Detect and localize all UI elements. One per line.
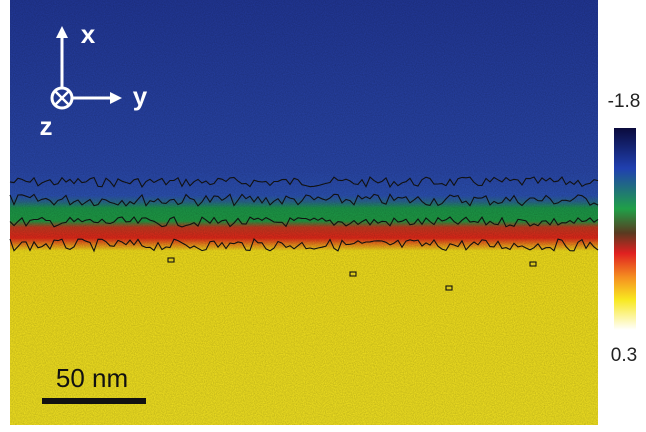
axes-icon — [50, 26, 122, 110]
contour-island — [349, 271, 357, 277]
contour — [9, 193, 599, 207]
colorbar-top-label: -1.8 — [608, 91, 641, 112]
colorbar-bottom-label: 0.3 — [611, 345, 637, 366]
contour — [9, 216, 599, 228]
axis-y-label: y — [133, 81, 148, 111]
scale-bar — [42, 398, 146, 404]
map-noise — [10, 0, 598, 425]
axis-z-label: z — [40, 111, 53, 141]
colorbar — [614, 128, 636, 330]
axis-x-label: x — [81, 19, 96, 49]
contour — [9, 238, 599, 253]
contour — [9, 176, 599, 188]
contour-island — [529, 261, 537, 267]
scale-bar-label: 50 nm — [56, 363, 128, 393]
contour-island — [445, 285, 453, 291]
contour-lines — [9, 176, 599, 291]
contour-island — [167, 257, 175, 263]
